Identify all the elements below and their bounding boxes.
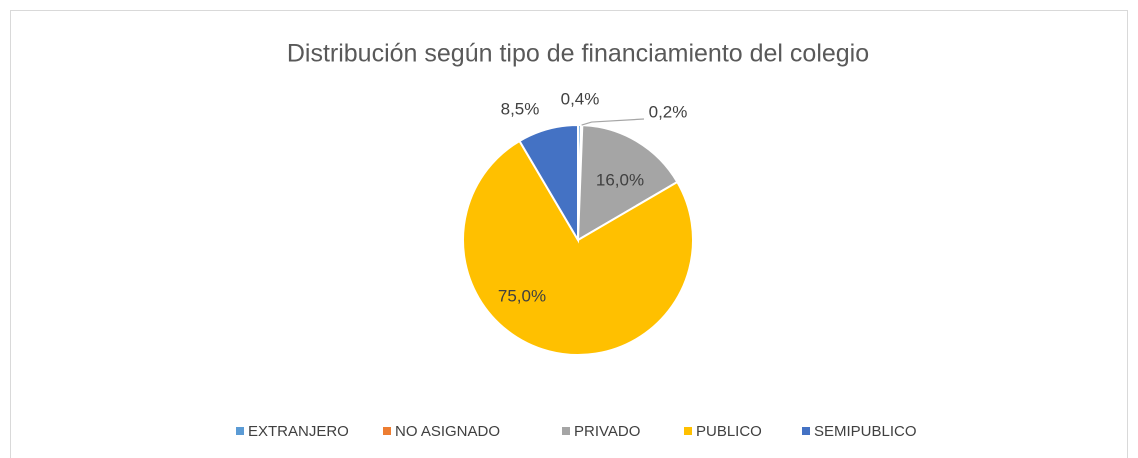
data-label: 0,2% bbox=[649, 102, 688, 121]
pie bbox=[462, 123, 694, 356]
pie-slice bbox=[462, 139, 694, 356]
legend-marker bbox=[236, 427, 244, 435]
legend-label: SEMIPUBLICO bbox=[814, 423, 917, 440]
pie-slice bbox=[518, 123, 579, 244]
legend-marker bbox=[562, 427, 570, 435]
chart-title: Distribución según tipo de financiamient… bbox=[287, 40, 869, 68]
data-label: 8,5% bbox=[501, 99, 540, 118]
legend-label: PUBLICO bbox=[696, 423, 762, 440]
data-label: 16,0% bbox=[596, 170, 644, 189]
data-labels: 0,4% 0,2% 16,0% 75,0% 8,5% bbox=[498, 89, 687, 305]
legend-marker bbox=[383, 427, 391, 435]
legend-label: NO ASIGNADO bbox=[395, 423, 500, 440]
legend: EXTRANJERO NO ASIGNADO PRIVADO PUBLICO SEMIP… bbox=[236, 423, 917, 440]
data-label: 0,4% bbox=[561, 89, 600, 108]
legend-marker bbox=[684, 427, 692, 435]
leader-line bbox=[581, 118, 645, 126]
legend-marker bbox=[802, 427, 810, 435]
data-label: 75,0% bbox=[498, 286, 546, 305]
legend-label: EXTRANJERO bbox=[248, 423, 349, 440]
pie-slice bbox=[576, 124, 679, 242]
legend-label: PRIVADO bbox=[574, 423, 640, 440]
